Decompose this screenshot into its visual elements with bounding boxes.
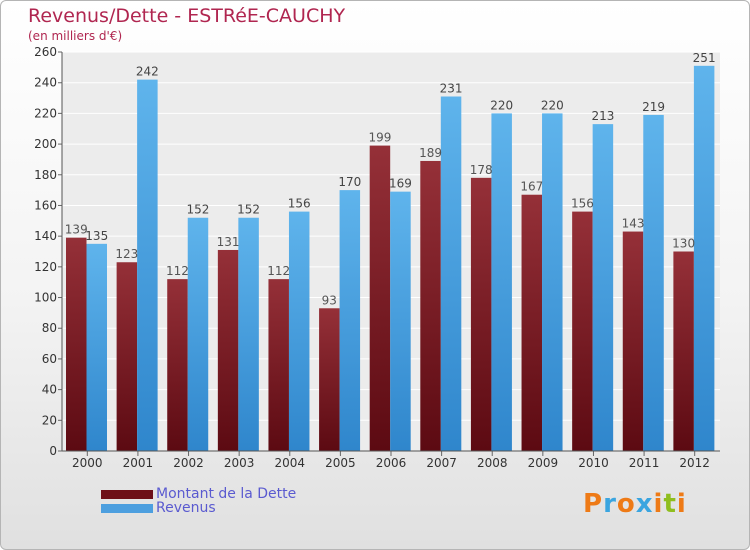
bar-value-label: 152 <box>237 203 260 217</box>
axes <box>58 51 720 456</box>
bar-debt-2006 <box>369 145 391 451</box>
x-tick-label: 2002 <box>173 456 204 470</box>
bar-value-label: 170 <box>338 175 361 189</box>
bar-value-label: 251 <box>693 51 716 65</box>
y-tick-label: 100 <box>34 291 57 305</box>
logo-letter: i <box>676 489 687 519</box>
x-tick-label: 2009 <box>528 456 559 470</box>
x-tick-label: 2011 <box>629 456 660 470</box>
logo-letter: o <box>616 489 636 519</box>
bar-value-label: 135 <box>85 229 108 243</box>
bar-debt-2001 <box>116 262 138 451</box>
bar-value-label: 131 <box>217 235 240 249</box>
bar-value-label: 220 <box>541 98 564 112</box>
y-tick-label: 140 <box>34 229 57 243</box>
bar-value-label: 169 <box>389 177 412 191</box>
bar-revenue-2010 <box>592 124 614 451</box>
bar-value-label: 213 <box>591 109 614 123</box>
bar-value-label: 156 <box>288 197 311 211</box>
labels: 0204060801001201401601802002202402601391… <box>34 45 715 470</box>
bar-debt-2012 <box>673 251 694 451</box>
bar-value-label: 199 <box>368 131 391 145</box>
chart-title: Revenus/Dette - ESTRéE-CAUCHY <box>28 5 346 27</box>
x-tick-label: 2010 <box>578 456 609 470</box>
logo-letter: i <box>653 489 664 519</box>
bar-debt-2002 <box>167 279 188 451</box>
legend-swatch-revenue <box>101 504 153 513</box>
bar-value-label: 178 <box>470 163 493 177</box>
bar-chart: 0204060801001201401601802002202402601391… <box>34 45 720 470</box>
bar-value-label: 219 <box>642 100 665 114</box>
x-tick-label: 2007 <box>426 456 457 470</box>
bar-revenue-2003 <box>238 217 259 451</box>
bar-debt-2003 <box>217 249 239 451</box>
bar-value-label: 139 <box>65 223 88 237</box>
bar-revenue-2009 <box>542 113 563 451</box>
x-tick-label: 2006 <box>376 456 407 470</box>
y-tick-label: 20 <box>42 413 57 427</box>
logo-letter: x <box>635 489 654 519</box>
legend-label-revenue: Revenus <box>156 500 216 516</box>
bar-revenue-2000 <box>86 243 107 451</box>
y-tick-label: 220 <box>34 106 57 120</box>
bar-value-label: 112 <box>267 264 290 278</box>
bar-value-label: 152 <box>187 203 210 217</box>
proxiti-logo: Proxiti <box>583 489 687 519</box>
bar-debt-2004 <box>268 279 289 451</box>
bar-debt-2005 <box>319 308 340 451</box>
y-tick-label: 260 <box>34 45 57 59</box>
y-tick-label: 120 <box>34 260 57 274</box>
bar-debt-2010 <box>572 211 593 451</box>
bar-revenue-2008 <box>491 113 512 451</box>
bar-debt-2011 <box>622 231 644 451</box>
x-tick-label: 2012 <box>679 456 710 470</box>
bar-revenue-2005 <box>339 190 361 451</box>
logo-letter: P <box>583 489 604 519</box>
x-tick-label: 2000 <box>72 456 103 470</box>
y-tick-label: 0 <box>49 444 57 458</box>
bar-value-label: 242 <box>136 65 159 79</box>
y-tick-label: 180 <box>34 168 57 182</box>
legend-label-debt: Montant de la Dette <box>156 486 297 502</box>
bar-value-label: 167 <box>520 180 543 194</box>
x-tick-label: 2001 <box>123 456 154 470</box>
bar-value-label: 189 <box>419 146 442 160</box>
bar-debt-2007 <box>420 160 441 451</box>
y-tick-label: 200 <box>34 137 57 151</box>
y-tick-label: 80 <box>42 321 57 335</box>
x-tick-label: 2008 <box>477 456 508 470</box>
bar-value-label: 156 <box>571 197 594 211</box>
y-tick-label: 60 <box>42 352 57 366</box>
y-tick-label: 40 <box>42 383 57 397</box>
bars <box>66 65 715 452</box>
bar-revenue-2007 <box>440 96 462 451</box>
bar-debt-2008 <box>470 177 492 452</box>
bar-revenue-2002 <box>187 217 209 451</box>
y-tick-label: 240 <box>34 76 57 90</box>
x-tick-label: 2004 <box>274 456 305 470</box>
bar-value-label: 220 <box>490 98 513 112</box>
chart-subtitle: (en milliers d'€) <box>28 29 123 43</box>
bar-revenue-2012 <box>693 65 715 452</box>
bar-value-label: 112 <box>166 264 189 278</box>
bar-revenue-2006 <box>390 191 411 451</box>
bar-revenue-2001 <box>137 79 158 451</box>
bar-value-label: 93 <box>322 293 337 307</box>
legend-swatch-debt <box>101 490 153 499</box>
bar-revenue-2011 <box>643 114 664 452</box>
bar-value-label: 143 <box>622 217 645 231</box>
bar-value-label: 123 <box>115 247 138 261</box>
y-tick-label: 160 <box>34 198 57 212</box>
logo-letter: r <box>603 489 617 519</box>
x-tick-label: 2005 <box>325 456 356 470</box>
bar-value-label: 130 <box>672 237 695 251</box>
logo-letter: t <box>663 489 677 519</box>
bar-debt-2009 <box>521 194 543 451</box>
bar-value-label: 231 <box>440 82 463 96</box>
bar-revenue-2004 <box>288 211 310 451</box>
x-tick-label: 2003 <box>224 456 255 470</box>
bar-debt-2000 <box>66 237 87 451</box>
